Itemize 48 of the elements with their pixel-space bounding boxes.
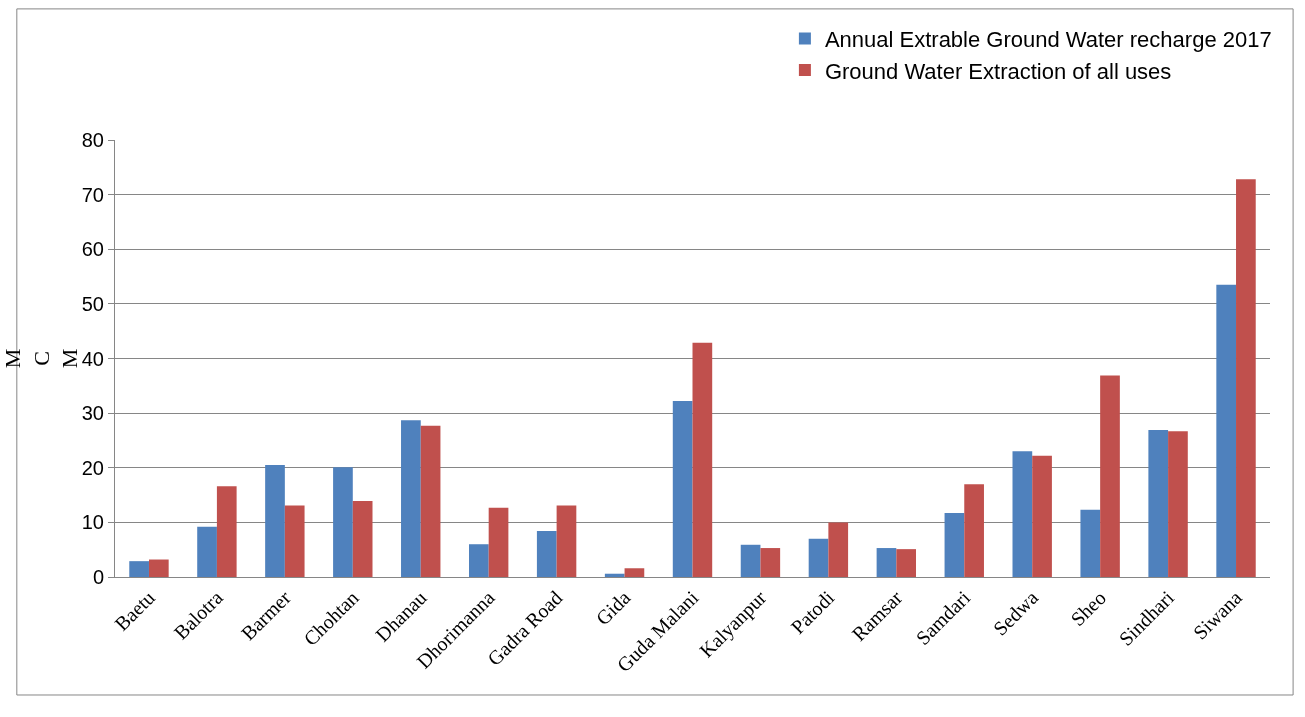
bar xyxy=(1012,451,1033,577)
y-tick-label: 50 xyxy=(81,292,104,315)
bar xyxy=(352,501,373,577)
bar xyxy=(828,522,849,577)
bar xyxy=(265,465,285,577)
bar xyxy=(964,484,984,577)
bar xyxy=(488,507,509,577)
y-tick-label: 60 xyxy=(81,238,104,261)
bar xyxy=(1148,430,1169,577)
legend-label: Ground Water Extraction of all uses xyxy=(824,58,1172,84)
bar xyxy=(536,531,557,577)
bar xyxy=(468,544,489,577)
y-tick-label: 20 xyxy=(81,456,104,479)
bar xyxy=(740,544,761,577)
bar xyxy=(401,420,421,577)
bar xyxy=(896,549,917,577)
bar xyxy=(944,513,965,577)
y-tick-label: 10 xyxy=(81,511,104,534)
legend-label: Annual Extrable Ground Water recharge 2017 xyxy=(824,27,1272,53)
y-axis-title: MCM xyxy=(0,348,83,369)
bar xyxy=(216,486,237,577)
bar xyxy=(129,561,149,577)
bar xyxy=(808,538,829,577)
bar xyxy=(1032,455,1052,577)
bar xyxy=(1216,284,1237,577)
bar xyxy=(692,342,713,577)
bar xyxy=(1100,375,1120,577)
y-tick-label: 30 xyxy=(81,402,104,425)
bar xyxy=(1236,179,1256,577)
y-tick-label: 0 xyxy=(92,566,104,588)
bar xyxy=(420,425,441,577)
y-tick-label: 70 xyxy=(81,183,104,206)
bar xyxy=(760,548,781,577)
y-tick-label: 80 xyxy=(81,129,104,151)
bar xyxy=(1080,509,1101,577)
y-tick-label: 40 xyxy=(81,347,104,370)
bar xyxy=(197,526,217,577)
bar xyxy=(333,467,353,577)
x-tick-label: Sheo xyxy=(1066,586,1111,631)
bar xyxy=(1168,431,1188,577)
bar xyxy=(148,559,169,577)
bar xyxy=(876,548,897,577)
bar xyxy=(624,568,645,577)
bar xyxy=(284,505,305,577)
bar xyxy=(604,573,625,577)
bar xyxy=(672,401,693,577)
bar xyxy=(556,505,577,577)
x-tick-label: Gida xyxy=(591,586,635,630)
